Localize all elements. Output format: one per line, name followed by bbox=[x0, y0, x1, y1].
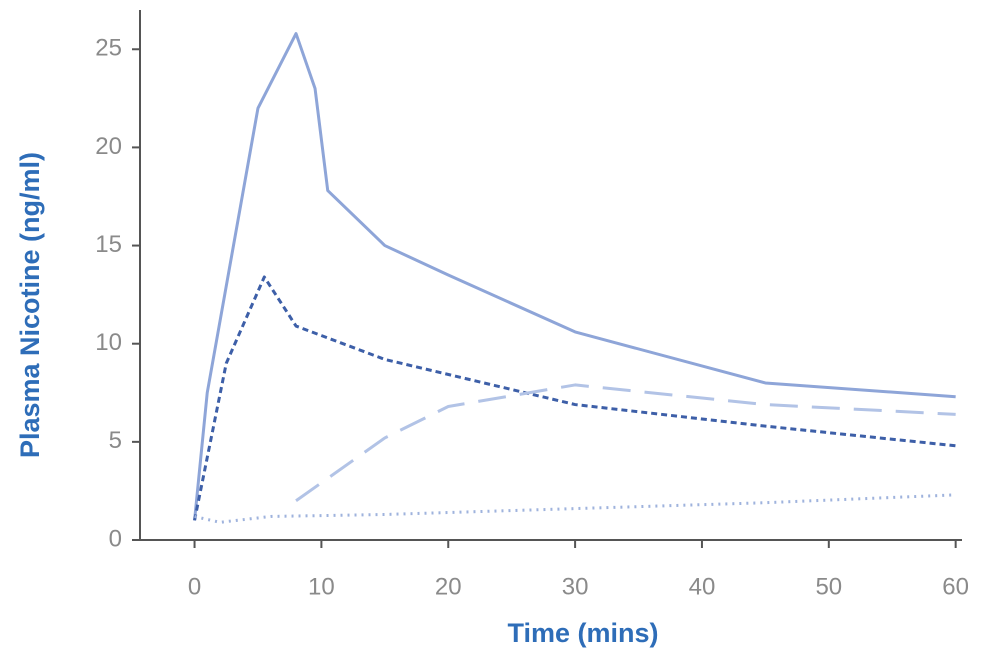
x-tick-label: 10 bbox=[308, 573, 335, 600]
line-series bbox=[193, 32, 956, 521]
x-tick-label: 0 bbox=[188, 573, 201, 600]
x-tick-label: 30 bbox=[562, 573, 589, 600]
y-tick-label: 0 bbox=[109, 525, 122, 552]
x-tick-label: 50 bbox=[815, 573, 842, 600]
line-series bbox=[194, 493, 956, 524]
y-tick-label: 20 bbox=[95, 133, 122, 160]
x-axis-title: Time (mins) bbox=[507, 618, 658, 648]
line-series bbox=[295, 383, 956, 502]
y-tick-label: 10 bbox=[95, 329, 122, 356]
y-axis-title: Plasma Nicotine (ng/ml) bbox=[15, 152, 45, 458]
y-tick-label: 25 bbox=[95, 35, 122, 62]
x-tick-label: 20 bbox=[435, 573, 462, 600]
x-tick-label: 60 bbox=[942, 573, 969, 600]
x-tick-label: 40 bbox=[689, 573, 716, 600]
y-tick-label: 5 bbox=[109, 427, 122, 454]
line-series bbox=[193, 275, 956, 521]
y-tick-label: 15 bbox=[95, 231, 122, 258]
